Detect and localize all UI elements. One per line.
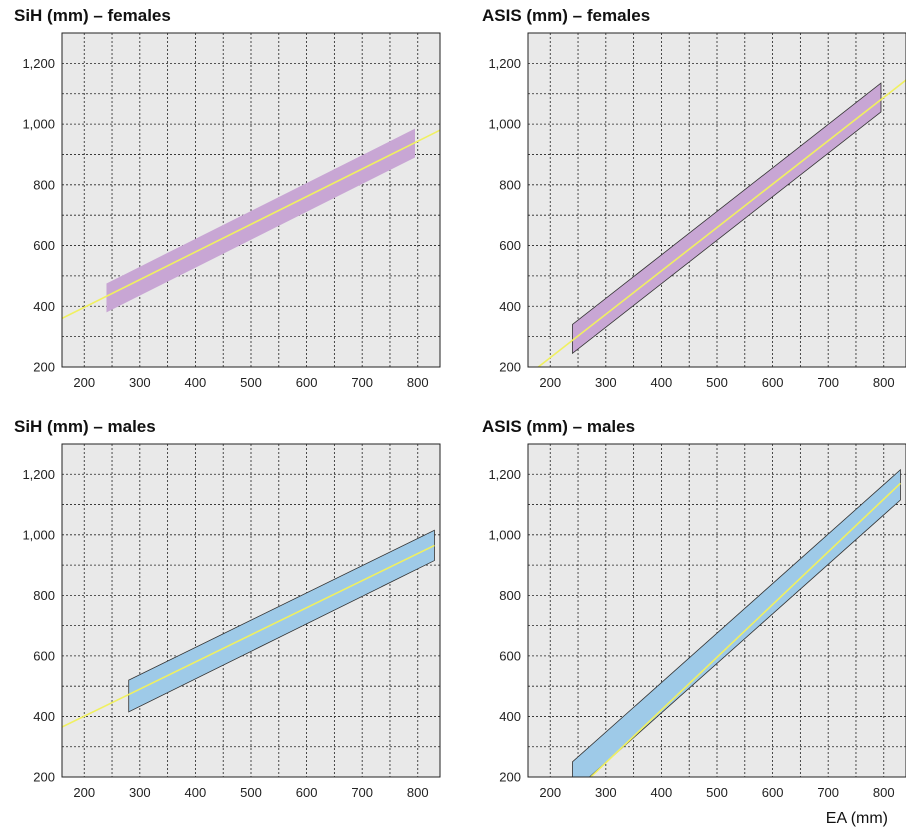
- x-tick-label: 700: [351, 785, 373, 800]
- x-tick-label: 800: [407, 375, 429, 390]
- y-tick-label: 1,200: [22, 467, 55, 482]
- x-tick-label: 700: [817, 375, 839, 390]
- y-tick-label: 800: [499, 177, 521, 192]
- y-tick-label: 1,200: [488, 467, 521, 482]
- y-tick-label: 200: [33, 360, 55, 375]
- plot-frame: [61, 32, 441, 368]
- x-tick-label: 200: [73, 785, 95, 800]
- x-tick-label: 400: [185, 785, 207, 800]
- chart-panel-1: SiH (mm) – females 200 400 600 800 1,000 1,200…: [14, 6, 441, 390]
- plot-background: [62, 33, 440, 367]
- y-tick-label: 600: [499, 648, 521, 663]
- x-tick-label: 300: [129, 375, 151, 390]
- regression-line: [62, 129, 440, 320]
- regression-line: [62, 544, 435, 728]
- x-tick-label: 300: [595, 375, 617, 390]
- x-tick-label: 600: [762, 375, 784, 390]
- y-tick-label: 800: [33, 588, 55, 603]
- prediction-band: [106, 128, 415, 313]
- x-tick-label: 700: [817, 785, 839, 800]
- y-tick-label: 1,200: [22, 56, 55, 71]
- y-tick-label: 400: [33, 709, 55, 724]
- x-tick-label: 200: [539, 375, 561, 390]
- y-tick-label: 1,000: [22, 117, 55, 132]
- chart-title: ASIS (mm) – males: [482, 417, 635, 436]
- prediction-band: [128, 529, 435, 713]
- y-tick-label: 200: [499, 360, 521, 375]
- y-tick-label: 400: [499, 709, 521, 724]
- prediction-band: [572, 468, 901, 777]
- x-tick-label: 300: [595, 785, 617, 800]
- x-tick-label: 800: [873, 785, 895, 800]
- x-tick-label: 800: [407, 785, 429, 800]
- x-axis-label: EA (mm): [826, 810, 888, 827]
- x-tick-label: 700: [351, 375, 373, 390]
- x-tick-label: 500: [706, 785, 728, 800]
- chart-title: SiH (mm) – females: [14, 6, 171, 25]
- regression-line: [536, 79, 906, 367]
- y-tick-label: 200: [33, 770, 55, 785]
- plot-frame: [527, 32, 906, 368]
- x-tick-label: 600: [296, 785, 318, 800]
- y-tick-label: 1,000: [488, 117, 521, 132]
- y-tick-label: 1,000: [488, 527, 521, 542]
- x-tick-label: 200: [73, 375, 95, 390]
- y-tick-label: 1,000: [22, 527, 55, 542]
- y-tick-label: 1,200: [488, 56, 521, 71]
- y-tick-label: 800: [499, 588, 521, 603]
- x-tick-label: 500: [240, 785, 262, 800]
- plot-frame: [61, 443, 441, 778]
- x-tick-label: 200: [539, 785, 561, 800]
- x-tick-label: 600: [762, 785, 784, 800]
- x-tick-label: 400: [651, 375, 673, 390]
- y-tick-label: 200: [499, 770, 521, 785]
- chart-panel-2: ASIS (mm) – females 200 400 600 800 1,000 1,20…: [482, 6, 906, 390]
- x-tick-label: 500: [240, 375, 262, 390]
- x-tick-label: 400: [651, 785, 673, 800]
- y-tick-label: 600: [499, 238, 521, 253]
- chart-title: SiH (mm) – males: [14, 417, 156, 436]
- regression-line: [589, 482, 901, 777]
- y-tick-label: 400: [33, 299, 55, 314]
- chart-panel-3: SiH (mm) – males 200 400 600 800 1,000 1,200 20…: [14, 417, 441, 800]
- y-tick-label: 600: [33, 648, 55, 663]
- y-tick-label: 400: [499, 299, 521, 314]
- x-tick-label: 400: [185, 375, 207, 390]
- x-tick-label: 800: [873, 375, 895, 390]
- chart-title: ASIS (mm) – females: [482, 6, 650, 25]
- plot-frame: [527, 443, 906, 778]
- x-tick-label: 600: [296, 375, 318, 390]
- chart-panel-4: ASIS (mm) – males 200 400 600 800 1,000 1,200 2…: [482, 417, 906, 800]
- prediction-band: [572, 82, 882, 355]
- y-tick-label: 800: [33, 177, 55, 192]
- y-tick-label: 600: [33, 238, 55, 253]
- x-tick-label: 500: [706, 375, 728, 390]
- x-tick-label: 300: [129, 785, 151, 800]
